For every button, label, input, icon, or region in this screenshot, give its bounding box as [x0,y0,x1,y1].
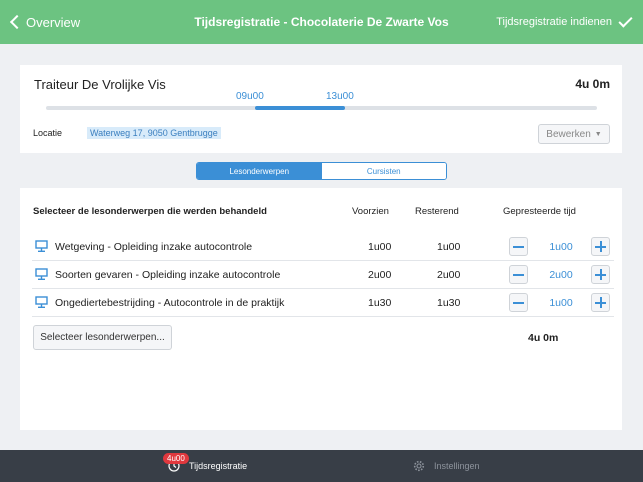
topics-header-title: Selecteer de lesonderwerpen die werden b… [33,206,267,217]
tab-cursisten[interactable]: Cursisten [321,163,446,179]
topic-name: Soorten gevaren - Opleiding inzake autoc… [55,269,281,281]
start-time-label: 09u00 [236,91,264,102]
edit-button[interactable]: Bewerken ▼ [538,124,610,144]
submit-registration-button[interactable]: Tijdsregistratie indienen [496,0,633,44]
back-button[interactable]: Overview [8,0,80,44]
presentation-board-icon [35,240,48,252]
topic-name: Ongediertebestrijding - Autocontrole in … [55,297,285,309]
checkmark-icon [618,12,633,28]
topic-row: Wetgeving - Opleiding inzake autocontrol… [32,233,614,261]
topic-registered-time: 1u00 [549,297,573,309]
chevron-left-icon [9,14,25,30]
client-name: Traiteur De Vrolijke Vis [34,77,166,92]
topic-name: Wetgeving - Opleiding inzake autocontrol… [55,241,253,253]
minus-icon [513,274,524,276]
decrease-time-button[interactable] [509,293,528,312]
topic-remaining: 2u00 [437,269,461,281]
tab-lesonderwerpen[interactable]: Lesonderwerpen [197,163,322,179]
tab-label: Instellingen [434,461,480,471]
presentation-board-icon [35,296,48,308]
back-label: Overview [26,14,81,30]
gear-icon [413,460,425,472]
decrease-time-button[interactable] [509,237,528,256]
column-header-registered: Gepresteerde tijd [503,206,576,217]
topic-planned: 2u00 [368,269,392,281]
topic-remaining: 1u00 [437,241,461,253]
time-range-fill [254,106,345,110]
end-time-label: 13u00 [326,91,354,102]
minus-icon [513,302,524,304]
caret-down-icon: ▼ [594,130,602,138]
tab-instellingen[interactable]: Instellingen [413,450,480,482]
topic-planned: 1u30 [368,297,392,309]
increase-time-button[interactable] [591,265,610,284]
topic-remaining: 1u30 [437,297,461,309]
location-value: Waterweg 17, 9050 Gentbrugge [87,127,221,139]
increase-time-button[interactable] [591,237,610,256]
select-topics-button[interactable]: Selecteer lesonderwerpen... [33,325,172,350]
location-label: Locatie [33,128,63,138]
tab-label: Tijdsregistratie [189,461,248,471]
tab-bar: Tijdsregistratie 4u00 Instellingen [0,450,643,482]
topic-planned: 1u00 [368,241,392,253]
topic-registered-time: 1u00 [549,241,573,253]
session-card: Traiteur De Vrolijke Vis 4u 0m 09u00 13u… [20,65,622,153]
session-total-time: 4u 0m [575,77,610,91]
topic-row: Soorten gevaren - Opleiding inzake autoc… [32,261,614,289]
presentation-board-icon [35,268,48,280]
topics-card: Selecteer de lesonderwerpen die werden b… [20,188,622,430]
column-header-remaining: Resterend [415,206,459,217]
time-range-track[interactable] [46,106,597,110]
decrease-time-button[interactable] [509,265,528,284]
topic-registered-time: 2u00 [549,269,573,281]
column-header-planned: Voorzien [352,206,389,217]
increase-time-button[interactable] [591,293,610,312]
submit-label: Tijdsregistratie indienen [496,16,612,28]
segmented-control: Lesonderwerpen Cursisten [196,162,447,180]
registered-total-time: 4u 0m [528,332,559,344]
registration-badge: 4u00 [163,453,189,464]
minus-icon [513,246,524,248]
topic-row: Ongediertebestrijding - Autocontrole in … [32,289,614,317]
navigation-bar: Overview Tijdsregistratie - Chocolaterie… [0,0,643,44]
edit-label: Bewerken [546,128,591,140]
